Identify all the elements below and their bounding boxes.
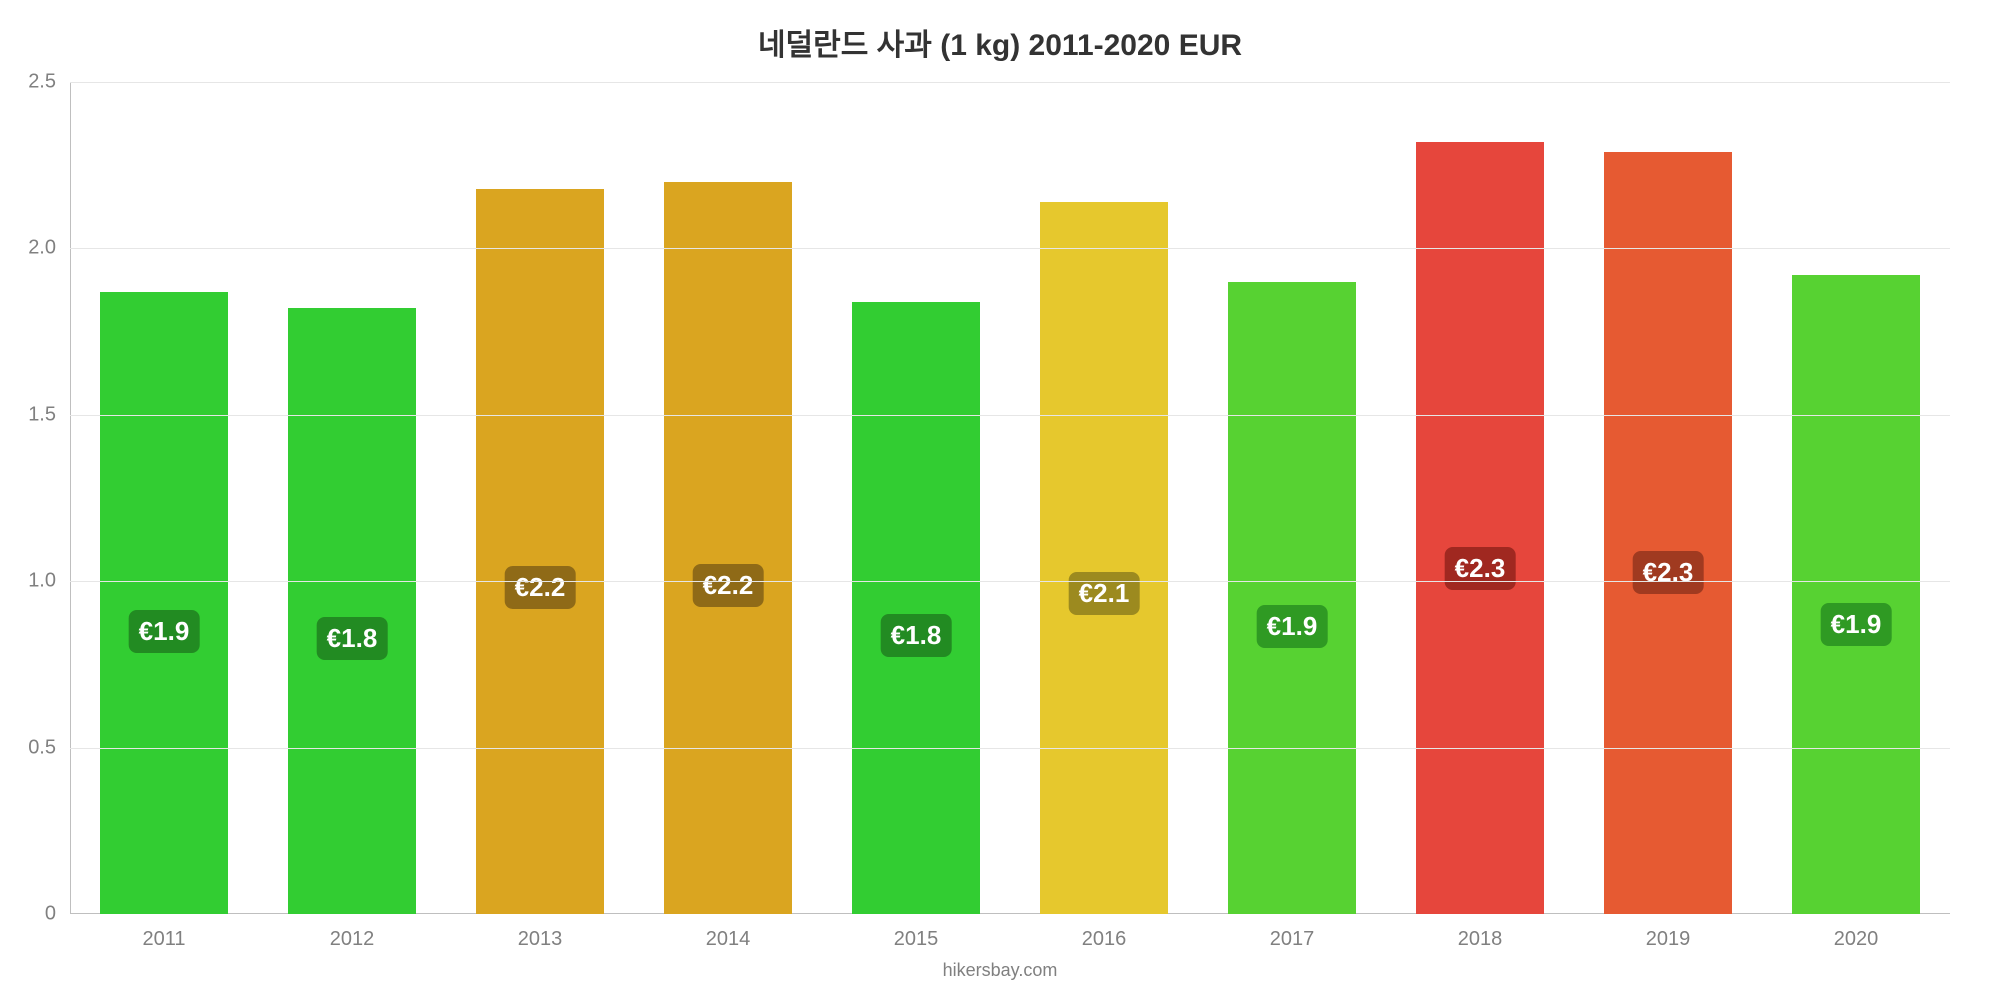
x-tick-label: 2011 bbox=[142, 914, 185, 951]
y-tick-label: 1.5 bbox=[28, 403, 70, 426]
grid-line bbox=[70, 415, 1950, 416]
bar: €2.2 bbox=[476, 189, 604, 915]
x-tick-label: 2012 bbox=[330, 914, 375, 951]
x-tick-label: 2019 bbox=[1646, 914, 1691, 951]
y-tick-label: 0.5 bbox=[28, 736, 70, 759]
x-tick-label: 2014 bbox=[706, 914, 751, 951]
grid-line bbox=[70, 748, 1950, 749]
chart-title: 네덜란드 사과 (1 kg) 2011-2020 EUR bbox=[0, 20, 2000, 64]
bar-value-label: €1.8 bbox=[881, 614, 952, 657]
bar-value-label: €2.1 bbox=[1069, 572, 1140, 615]
plot-area: €1.9€1.8€2.2€2.2€1.8€2.1€1.9€2.3€2.3€1.9… bbox=[70, 82, 1950, 914]
bar: €2.3 bbox=[1604, 152, 1732, 914]
bar: €1.8 bbox=[288, 308, 416, 914]
chart-container: 네덜란드 사과 (1 kg) 2011-2020 EUR €1.9 €1.8 €2.… bbox=[0, 0, 2000, 1000]
bar: €2.3 bbox=[1416, 142, 1544, 914]
x-tick-label: 2015 bbox=[894, 914, 939, 951]
y-tick-label: 2.0 bbox=[28, 237, 70, 260]
x-tick-label: 2017 bbox=[1270, 914, 1315, 951]
bar: €2.2 bbox=[664, 182, 792, 914]
grid-line bbox=[70, 581, 1950, 582]
bar: €1.9 bbox=[1792, 275, 1920, 914]
bar-value-label: €1.8 bbox=[317, 617, 388, 660]
y-tick-label: 0 bbox=[45, 903, 70, 926]
bar-value-label: €1.9 bbox=[129, 610, 200, 653]
bar-value-label: €1.9 bbox=[1257, 605, 1328, 648]
bar-value-label: €1.9 bbox=[1821, 603, 1892, 646]
bars-layer: €1.9 €1.8 €2.2 €2.2 €1.8 €2.1 €1.9 €2.3 €2.3 €1.9 bbox=[70, 82, 1950, 914]
y-tick-label: 1.0 bbox=[28, 570, 70, 593]
grid-line bbox=[70, 248, 1950, 249]
attribution-label: hikersbay.com bbox=[0, 960, 2000, 981]
bar: €1.8 bbox=[852, 302, 980, 914]
bar-value-label: €2.2 bbox=[693, 564, 764, 607]
bar-value-label: €2.3 bbox=[1633, 551, 1704, 594]
y-tick-label: 2.5 bbox=[28, 71, 70, 94]
x-tick-label: 2020 bbox=[1834, 914, 1879, 951]
grid-line bbox=[70, 82, 1950, 83]
x-tick-label: 2013 bbox=[518, 914, 563, 951]
x-tick-label: 2018 bbox=[1458, 914, 1503, 951]
bar: €1.9 bbox=[100, 292, 228, 914]
bar-value-label: €2.3 bbox=[1445, 547, 1516, 590]
bar: €2.1 bbox=[1040, 202, 1168, 914]
bar-value-label: €2.2 bbox=[505, 566, 576, 609]
x-tick-label: 2016 bbox=[1082, 914, 1127, 951]
bar: €1.9 bbox=[1228, 282, 1356, 914]
